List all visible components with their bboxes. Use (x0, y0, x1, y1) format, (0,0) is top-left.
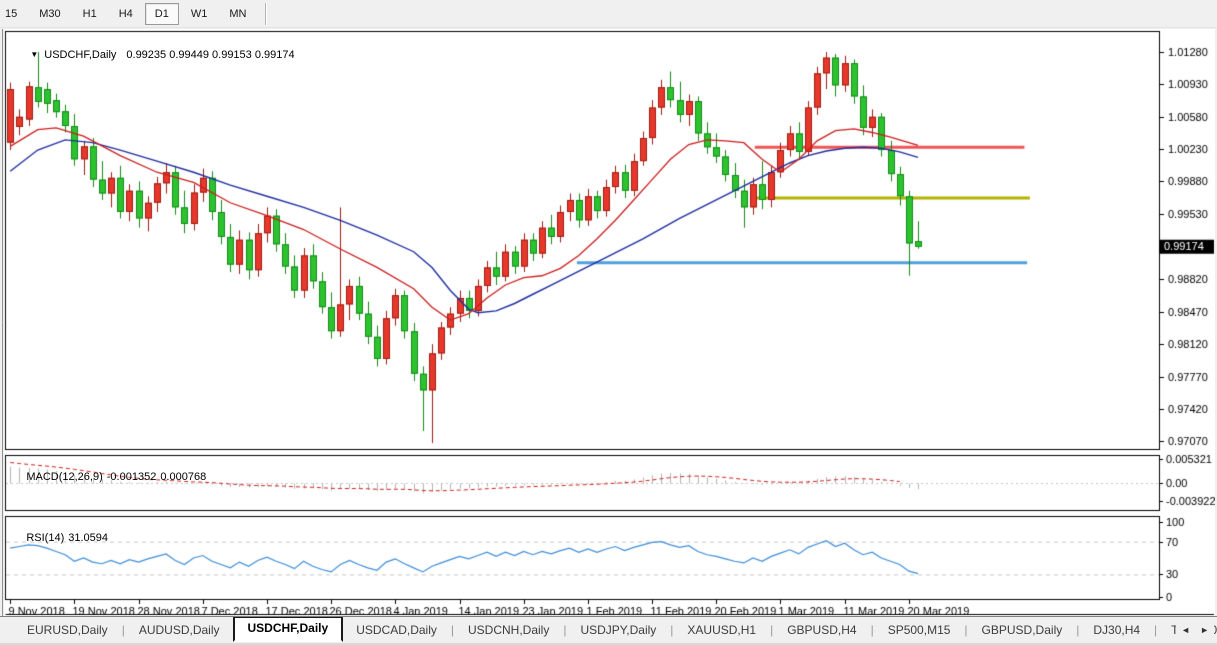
macd-value: -0.001352 (106, 471, 157, 483)
timeframe-toolbar: 15 M30 H1 H4 D1 W1 MN (0, 0, 1217, 28)
timeframe-button-h4[interactable]: H4 (118, 7, 133, 20)
rsi-value: 31.0594 (68, 532, 109, 544)
window-bottom-edge (0, 643, 1217, 645)
tab-separator: | (770, 623, 774, 637)
timeframe-button-15[interactable]: 15 (5, 7, 18, 20)
tab-sp500-m15[interactable]: SP500,M15 (887, 623, 951, 637)
rsi-name: RSI(14) (26, 532, 65, 544)
tab-usdjpy-daily[interactable]: USDJPY,Daily (580, 623, 657, 637)
timeframe-button-h1[interactable]: H1 (82, 7, 97, 20)
toolbar-separator (265, 2, 268, 25)
timeframe-button-m30[interactable]: M30 (39, 7, 61, 20)
timeframe-button-d1[interactable]: D1 (144, 2, 179, 25)
tab-separator: | (1076, 623, 1080, 637)
tab-scroll-left-icon[interactable]: ◄ (1181, 625, 1191, 635)
macd-indicator-label: MACD(12,26,9) -0.001352 0.000768 (8, 458, 210, 497)
tab-separator: | (964, 623, 968, 637)
tab-dj30-h4[interactable]: DJ30,H4 (1093, 623, 1141, 637)
price-chart-canvas[interactable] (2, 29, 1215, 616)
macd-name: MACD(12,26,9) (26, 471, 103, 483)
ohlc-values: 0.99235 0.99449 0.99153 0.99174 (126, 49, 295, 61)
tab-scroll-right-icon[interactable]: ► (1200, 625, 1209, 635)
tab-usdcnh-daily[interactable]: USDCNH,Daily (468, 623, 550, 637)
tab-gbpusd-daily[interactable]: GBPUSD,Daily (981, 623, 1063, 637)
tab-separator: | (670, 623, 674, 637)
rsi-indicator-label: RSI(14) 31.0594 (8, 519, 112, 558)
tab-usdcad-daily[interactable]: USDCAD,Daily (356, 623, 437, 637)
chart-window: ▼ USDCHF,Daily 0.99235 0.99449 0.99153 0.9… (2, 29, 1215, 616)
tab-usdchf-daily[interactable]: USDCHF,Daily (232, 617, 344, 642)
chart-tabbar: EURUSD,Daily | AUDUSD,Daily USDCHF,Daily USD… (0, 616, 1217, 643)
tab-separator: | (870, 623, 874, 637)
tab-separator: | (1154, 623, 1158, 637)
tab-gbpusd-h4[interactable]: GBPUSD,H4 (787, 623, 857, 637)
symbol-label: USDCHF,Daily (44, 49, 117, 61)
tab-separator: | (121, 623, 125, 637)
tab-separator: | (450, 623, 454, 637)
symbol-info-line: ▼ USDCHF,Daily 0.99235 0.99449 0.99153 0.9… (12, 35, 295, 75)
timeframe-button-w1[interactable]: W1 (190, 7, 208, 20)
tab-xauusd-h1[interactable]: XAUUSD,H1 (687, 623, 757, 637)
macd-signal-value: 0.000768 (160, 471, 207, 483)
tab-eurusd-daily[interactable]: EURUSD,Daily (27, 623, 108, 637)
tab-audusd-daily[interactable]: AUDUSD,Daily (138, 623, 220, 637)
timeframe-button-mn[interactable]: MN (229, 7, 247, 20)
tab-scroll-arrows: ◄ ► (1176, 617, 1214, 643)
collapse-chart-icon[interactable]: ▼ (30, 50, 39, 59)
tab-separator: | (563, 623, 567, 637)
